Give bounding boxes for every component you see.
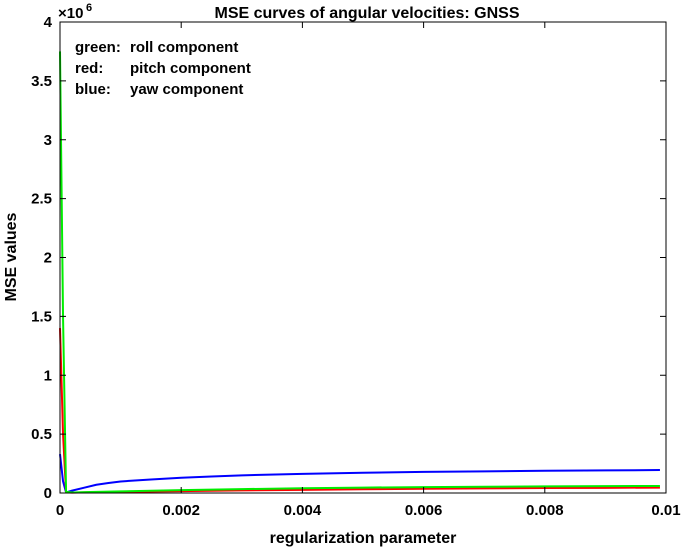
x-tick-label: 0.004 (284, 502, 322, 519)
y-tick-label: 2.5 (31, 191, 52, 208)
annotation-blue-text: yaw component (130, 81, 243, 98)
chart-title: MSE curves of angular velocities: GNSS (215, 5, 520, 22)
series-layer (59, 51, 660, 494)
x-axis-label: regularization parameter (270, 530, 457, 547)
annotation-blue-prefix: blue: (75, 81, 111, 98)
x-tick-label: 0.006 (405, 502, 443, 519)
ticks-layer: 0 0.002 0.004 0.006 0.008 0.01 0 0.5 1 1.5 2 2.5 3 3.… (31, 14, 680, 519)
y-exponent-label: ×10 (58, 5, 83, 22)
y-tick-label: 3 (44, 132, 52, 149)
x-tick-label: 0.01 (651, 502, 680, 519)
legend-annotation: green: roll component red: pitch compone… (75, 39, 251, 98)
x-tick-label: 0.008 (526, 502, 564, 519)
x-tick-label: 0.002 (162, 502, 200, 519)
y-tick-label: 0 (44, 485, 52, 502)
x-tick-label: 0 (56, 502, 64, 519)
y-axis-label: MSE values (3, 212, 20, 301)
annotation-green-text: roll component (130, 39, 238, 56)
y-tick-label: 4 (44, 14, 53, 31)
annotation-red-prefix: red: (75, 60, 103, 77)
y-tick-label: 1 (44, 367, 52, 384)
y-tick-label: 2 (44, 250, 52, 267)
y-tick-label: 1.5 (31, 308, 52, 325)
annotation-red-text: pitch component (130, 60, 251, 77)
annotation-green-prefix: green: (75, 39, 121, 56)
series-line-yaw-component (59, 454, 660, 494)
y-tick-label: 3.5 (31, 73, 52, 90)
y-tick-label: 0.5 (31, 426, 52, 443)
series-line-pitch-component (59, 328, 660, 494)
series-line-roll-component (59, 51, 660, 494)
y-exponent-power: 6 (86, 2, 92, 14)
y-exponent: ×10 6 (58, 2, 92, 22)
